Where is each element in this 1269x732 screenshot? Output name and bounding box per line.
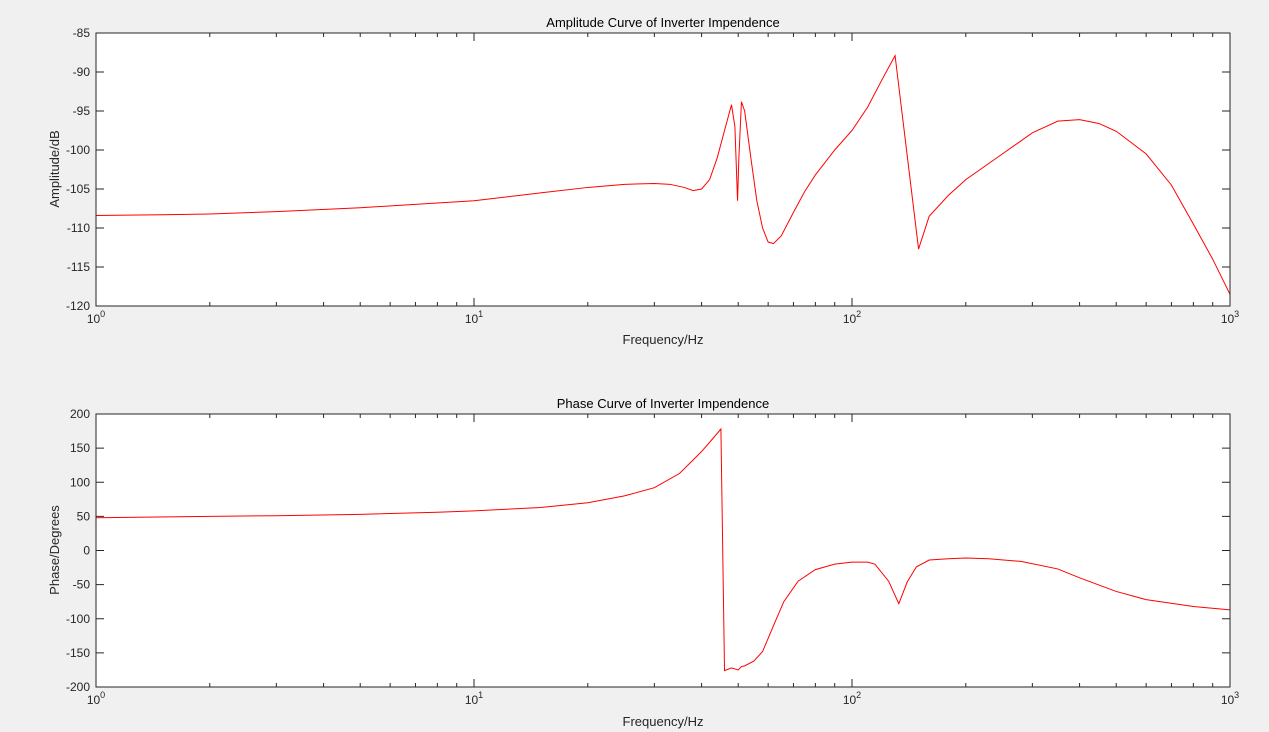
phase-x-axis-label: Frequency/Hz	[623, 714, 704, 729]
x-tick-label: 100	[87, 690, 105, 707]
x-tick-label: 100	[87, 309, 105, 326]
phase-minor-ticks	[209, 414, 1214, 687]
amplitude-curve	[95, 54, 1231, 295]
amplitude-y-ticks: -120 -115 -110 -105 -100 -95 -90 -85	[66, 26, 1230, 313]
y-tick-label: 50	[77, 509, 91, 523]
y-tick-label: -100	[66, 143, 90, 157]
amplitude-plot-border	[95, 32, 1231, 307]
y-tick-label: -100	[66, 612, 90, 626]
phase-y-axis-label: Phase/Degrees	[47, 505, 62, 595]
phase-curve	[95, 427, 1231, 672]
x-tick-label: 101	[465, 690, 483, 707]
x-tick-label: 102	[843, 690, 861, 707]
y-tick-label: 100	[70, 475, 90, 489]
y-tick-label: 200	[70, 407, 90, 421]
amplitude-title: Amplitude Curve of Inverter Impendence	[546, 15, 779, 30]
amplitude-x-ticks: 100 101 102 103	[87, 33, 1239, 326]
phase-plot-border	[95, 413, 1231, 688]
y-tick-label: -115	[67, 260, 90, 274]
x-tick-label: 103	[1221, 690, 1239, 707]
y-tick-label: -150	[66, 646, 90, 660]
phase-plot: -200 -150 -100 -50 0 50 100 150 200 100 101 102 103…	[47, 396, 1239, 729]
y-tick-label: -200	[66, 680, 90, 694]
y-tick-label: 0	[83, 544, 90, 558]
y-tick-label: -50	[73, 578, 91, 592]
y-tick-label: 150	[70, 441, 90, 455]
y-tick-label: -110	[67, 221, 90, 235]
phase-plot-area	[96, 414, 1230, 687]
amplitude-x-axis-label: Frequency/Hz	[623, 332, 704, 347]
x-tick-label: 102	[843, 309, 861, 326]
y-tick-label: -120	[66, 299, 90, 313]
y-tick-label: -95	[73, 104, 91, 118]
amplitude-y-axis-label: Amplitude/dB	[47, 130, 62, 207]
amplitude-minor-ticks	[209, 33, 1214, 306]
x-tick-label: 103	[1221, 309, 1239, 326]
y-tick-label: -85	[73, 26, 91, 40]
y-tick-label: -105	[66, 182, 90, 196]
x-tick-label: 101	[465, 309, 483, 326]
y-tick-label: -90	[73, 65, 91, 79]
amplitude-plot: -120-115-110-105-100-95-90-85 100 101 102 1…	[47, 15, 1239, 347]
phase-x-ticks: 100 101 102 103	[87, 414, 1239, 707]
phase-title: Phase Curve of Inverter Impendence	[557, 396, 769, 411]
amplitude-plot-area	[96, 33, 1230, 306]
